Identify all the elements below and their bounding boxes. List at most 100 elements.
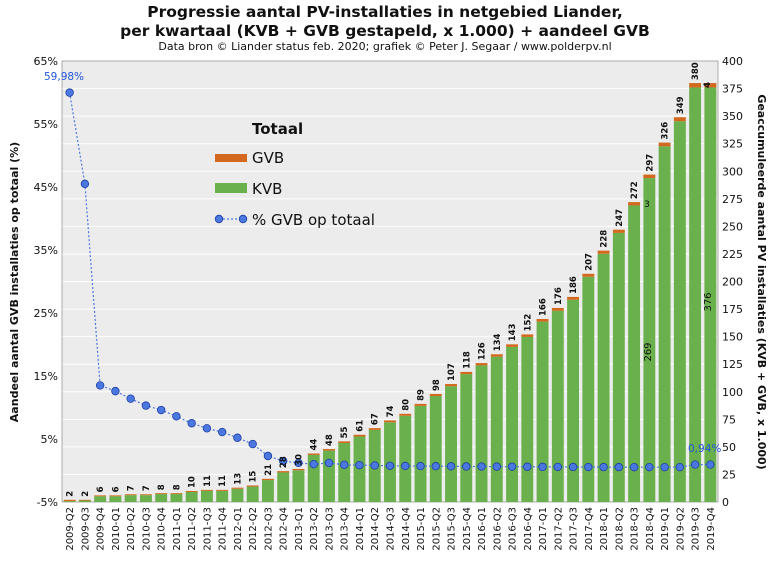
x-tick-label: 2015-Q1 [416, 507, 427, 551]
pct-point [553, 462, 563, 472]
pct-point [431, 462, 440, 471]
annotation-first-pct: 59,98% [44, 71, 84, 83]
pct-point [645, 462, 654, 472]
pct-point [370, 461, 379, 470]
left-tick-label: 55% [34, 118, 58, 131]
kvb-bar [200, 490, 213, 502]
kvb-bar [216, 490, 229, 502]
right-tick-label: 350 [722, 110, 743, 123]
legend-gvb-swatch [215, 154, 247, 162]
pct-point [95, 381, 105, 390]
pct-point [568, 462, 578, 472]
gvb-bar [338, 441, 351, 444]
x-axis-ticks: 2009-Q2 2009-Q3 2009-Q4 2010-Q1 2010-Q2 2010-… [65, 507, 717, 551]
left-tick-label: 25% [34, 307, 58, 320]
gvb-bar [628, 202, 641, 206]
chart-title-line1: Progressie aantal PV-installaties in net… [147, 3, 622, 21]
left-tick-label: 65% [34, 55, 58, 68]
x-tick-label: 2019-Q1 [660, 507, 671, 551]
pct-point [614, 462, 624, 472]
x-tick-label: 2016-Q1 [477, 507, 488, 551]
kvb-bar [170, 494, 183, 502]
right-axis-title: Geaccumuleerde aantal PV installaties (K… [755, 94, 768, 469]
legend-title: Totaal [252, 120, 303, 138]
x-tick-label: 2018-Q4 [645, 507, 656, 551]
bar-total-label: 98 [432, 379, 442, 391]
kvb-bar [567, 299, 580, 502]
gvb-bar [323, 449, 335, 451]
pct-point [309, 460, 318, 469]
chart-subtitle: Data bron © Liander status feb. 2020; gr… [158, 40, 611, 53]
bar-total-label: 152 [523, 314, 533, 332]
x-tick-label: 2010-Q2 [126, 507, 137, 551]
bar-total-label: 44 [310, 439, 320, 451]
pct-point [248, 439, 257, 449]
pct-point [584, 462, 593, 472]
x-tick-label: 2012-Q2 [248, 507, 259, 551]
legend-gvb-label: GVB [252, 149, 284, 167]
bar-total-label: 74 [386, 405, 396, 417]
right-tick-label: 175 [722, 303, 743, 316]
bar-total-label: 107 [447, 363, 457, 381]
kvb-bar [399, 415, 412, 502]
x-tick-label: 2017-Q3 [569, 507, 580, 551]
gvb-bar [567, 296, 580, 300]
x-tick-label: 2009-Q3 [80, 507, 91, 551]
x-tick-label: 2019-Q3 [691, 507, 702, 551]
x-tick-label: 2014-Q4 [401, 507, 412, 551]
x-tick-label: 2010-Q1 [111, 507, 122, 551]
right-tick-label: 25 [722, 468, 736, 481]
kvb-bar [292, 470, 305, 502]
bar-total-label: 28 [279, 456, 289, 468]
kvb-bar [521, 336, 534, 502]
x-tick-label: 2018-Q3 [630, 507, 641, 551]
right-tick-label: 250 [722, 220, 743, 233]
kvb-bar [551, 310, 564, 502]
right-tick-label: 100 [722, 386, 743, 399]
bar-total-label: 380 [691, 62, 701, 80]
x-tick-label: 2015-Q4 [462, 507, 473, 551]
gvb-bar [170, 493, 183, 495]
bar-total-label: 143 [508, 323, 518, 341]
x-tick-label: 2018-Q2 [614, 507, 625, 551]
x-tick-label: 2016-Q2 [492, 507, 503, 551]
x-tick-label: 2011-Q1 [172, 507, 183, 551]
gvb-bar [246, 485, 259, 487]
gvb-bar [475, 363, 488, 366]
left-axis-title: Aandeel aantal GVB installaties op totaa… [8, 142, 21, 422]
inbar-kvb-2018q4: 269 [643, 342, 654, 361]
bar-total-label: 13 [233, 473, 243, 485]
legend-kvb-swatch [215, 183, 247, 193]
kvb-bar [506, 346, 518, 502]
pct-point [172, 412, 181, 421]
bar-total-label: 207 [584, 253, 594, 271]
gvb-bar [262, 478, 274, 481]
x-tick-label: 2012-Q3 [264, 507, 275, 551]
kvb-bar [323, 450, 335, 502]
pct-point [156, 405, 166, 415]
gvb-bar [384, 420, 396, 423]
pct-point [675, 462, 685, 472]
left-tick-label: -5% [37, 496, 58, 509]
gvb-bar [124, 494, 137, 496]
kvb-bar [307, 454, 320, 502]
x-tick-label: 2016-Q3 [508, 507, 519, 551]
gvb-bar [292, 468, 305, 471]
pct-point [355, 460, 364, 470]
pct-point [538, 462, 547, 472]
kvb-bar [475, 365, 488, 502]
pct-point [523, 462, 532, 471]
kvb-bar [628, 205, 641, 503]
bar-total-label: 297 [645, 154, 655, 172]
right-axis-ticks: 4003753503253002752502252001751501251007… [722, 55, 743, 509]
kvb-bar [429, 396, 442, 502]
kvb-bar [277, 472, 290, 502]
gvb-bar [673, 117, 686, 122]
gvb-bar [307, 453, 320, 455]
x-tick-label: 2018-Q1 [599, 507, 610, 551]
bar-total-label: 8 [157, 484, 167, 490]
pct-point [690, 460, 700, 469]
gvb-bar [414, 403, 427, 406]
